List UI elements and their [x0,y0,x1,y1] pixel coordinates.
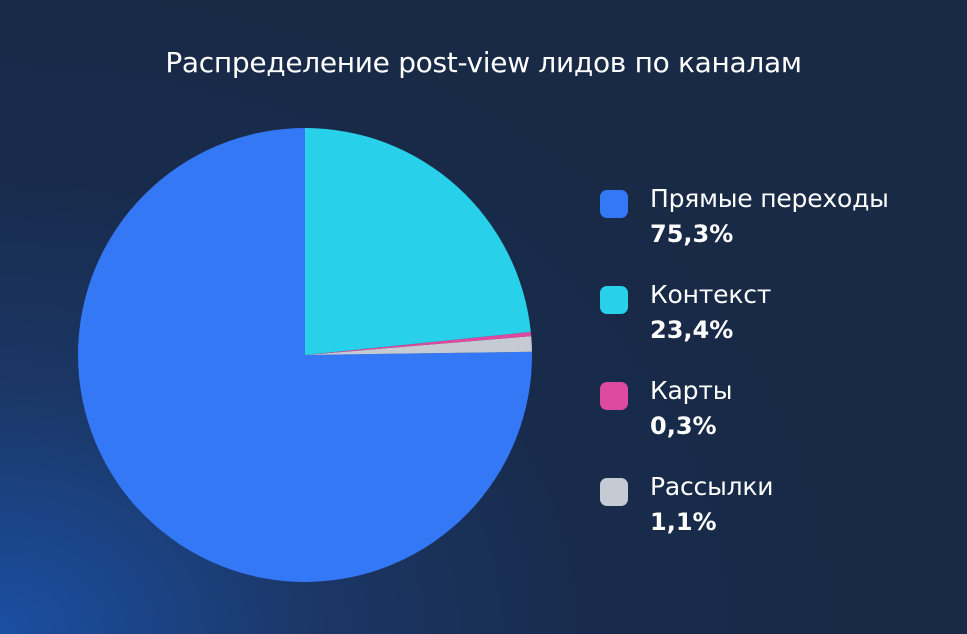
legend-swatch-context [600,286,628,314]
pie-slices [77,128,533,582]
legend-item-mailings: Рассылки 1,1% [600,468,940,564]
legend-label-maps: Карты [650,376,733,405]
legend-swatch-mailings [600,478,628,506]
legend-swatch-direct [600,190,628,218]
pie-slice-mailings [305,336,532,355]
legend-value-context: 23,4% [650,316,734,344]
pie-slice-direct [77,128,533,582]
legend-item-maps: Карты 0,3% [600,372,940,468]
legend-item-context: Контекст 23,4% [600,276,940,372]
legend-label-context: Контекст [650,280,772,309]
legend-label-direct: Прямые переходы [650,184,889,213]
legend-value-mailings: 1,1% [650,508,717,536]
legend-value-direct: 75,3% [650,220,734,248]
legend-swatch-maps [600,382,628,410]
legend-item-direct: Прямые переходы 75,3% [600,180,940,276]
chart-title: Распределение post-view лидов по каналам [165,46,802,79]
legend-label-mailings: Рассылки [650,472,774,501]
pie-slice-maps [305,331,532,355]
legend: Прямые переходы 75,3% Контекст 23,4% Кар… [600,180,940,564]
legend-value-maps: 0,3% [650,412,717,440]
pie-slice-context [305,128,531,355]
